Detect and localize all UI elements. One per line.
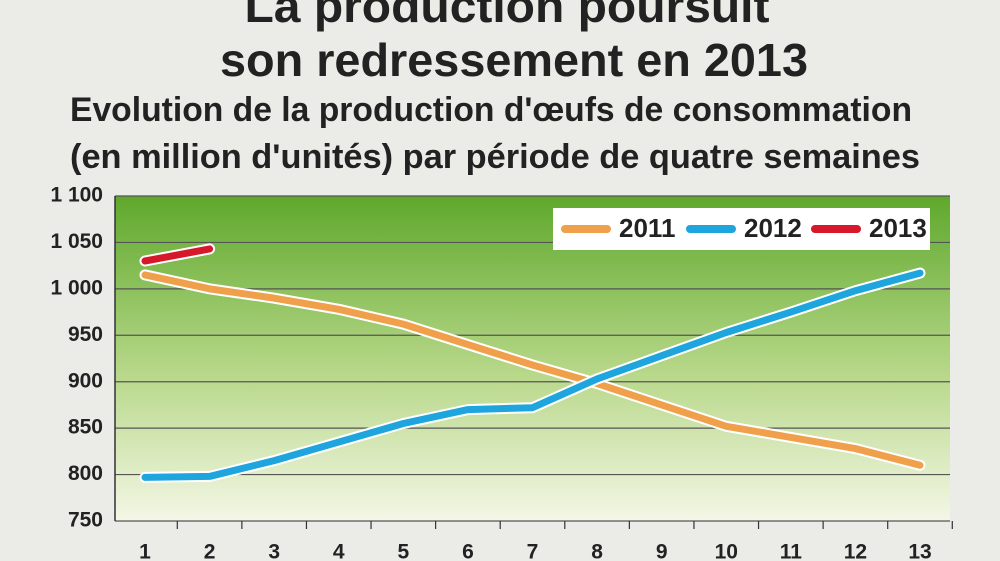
y-tick-label: 750 <box>68 509 103 532</box>
x-tick-label: 1 <box>139 541 151 561</box>
y-tick-label: 1 050 <box>50 230 103 253</box>
y-tick-label: 850 <box>68 416 103 439</box>
chart-subtitle: (en million d'unités) par période de qua… <box>70 138 920 176</box>
x-tick-label: 10 <box>715 541 738 561</box>
x-tick-label: 8 <box>591 541 603 561</box>
series-line <box>141 271 924 469</box>
y-tick-label: 1 000 <box>50 276 103 299</box>
series-line <box>141 269 924 481</box>
chart-title: La production poursuit <box>245 0 770 32</box>
x-tick-label: 6 <box>462 541 474 561</box>
x-tick-label: 2 <box>204 541 216 561</box>
legend-label: 2011 <box>619 213 675 243</box>
y-tick-label: 900 <box>68 369 103 392</box>
y-tick-label: 950 <box>68 323 103 346</box>
x-tick-label: 3 <box>268 541 280 561</box>
x-tick-label: 11 <box>780 541 803 561</box>
x-tick-label: 7 <box>527 541 539 561</box>
x-tick-label: 4 <box>333 541 345 561</box>
series-line <box>141 245 214 265</box>
legend-label: 2012 <box>744 213 802 243</box>
y-tick-label: 800 <box>68 462 103 485</box>
x-tick-label: 5 <box>397 541 409 561</box>
y-tick-label: 1 100 <box>50 184 103 207</box>
x-tick-label: 9 <box>656 541 668 561</box>
chart-title: son redressement en 2013 <box>220 34 808 86</box>
legend-box <box>553 208 930 250</box>
x-tick-label: 13 <box>908 541 931 561</box>
x-tick-label: 12 <box>844 541 867 561</box>
legend-label: 2013 <box>869 213 927 243</box>
chart-subtitle: Evolution de la production d'œufs de con… <box>70 91 912 129</box>
